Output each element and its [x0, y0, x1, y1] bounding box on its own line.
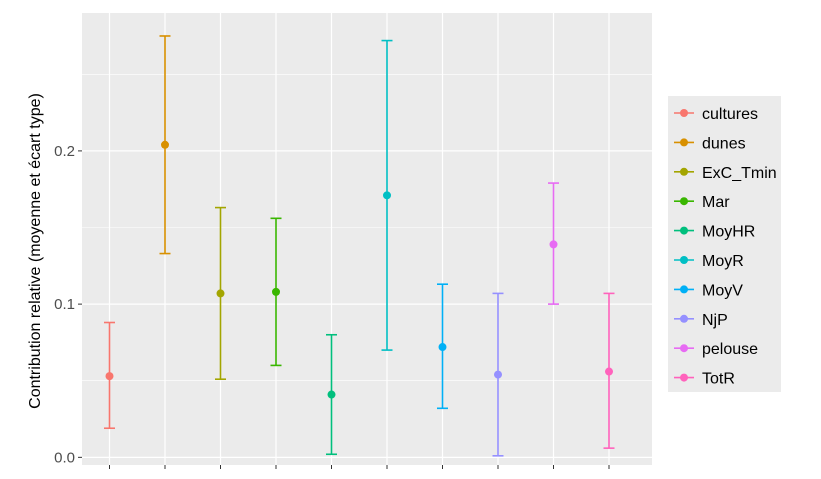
error-bar-MoyV	[437, 283, 448, 410]
legend-item-MoyV: MoyV	[674, 282, 743, 299]
legend-label: cultures	[702, 106, 758, 123]
legend-item-MoyR: MoyR	[674, 253, 744, 270]
error-bar-MoyHR	[326, 333, 337, 456]
legend-item-dunes: dunes	[674, 135, 746, 152]
legend-key-point	[680, 285, 688, 294]
legend-label: ExC_Tmin	[702, 165, 777, 182]
legend-key-point	[680, 167, 688, 176]
mean-point	[161, 140, 169, 149]
legend-label: NjP	[702, 312, 728, 329]
legend: cultures dunes ExC_Tmin Mar MoyHR MoyR MoyV NjP…	[668, 96, 781, 392]
error-bar-ExC_Tmin	[215, 206, 226, 380]
legend-label: MoyV	[702, 282, 743, 299]
legend-item-ExC_Tmin: ExC_Tmin	[674, 165, 777, 182]
mean-point	[494, 370, 502, 379]
error-bar-Mar	[270, 217, 282, 367]
y-axis-title: Contribution relative (moyenne et écart …	[27, 93, 44, 409]
mean-point	[383, 191, 391, 200]
legend-label: pelouse	[702, 341, 758, 358]
legend-label: TotR	[702, 371, 735, 388]
y-tick-label: 0.2	[54, 143, 75, 160]
y-axis: 0.0 0.1 0.2	[54, 143, 610, 469]
error-bars	[104, 35, 615, 457]
legend-key-point	[680, 109, 688, 117]
legend-item-cultures: cultures	[674, 106, 758, 123]
plot-panel	[82, 13, 652, 465]
legend-label: MoyR	[702, 253, 744, 270]
legend-key-point	[680, 197, 688, 206]
legend-key-point	[680, 373, 688, 382]
error-bar-MoyR	[381, 39, 393, 351]
legend-label: MoyHR	[702, 224, 755, 241]
legend-label: dunes	[702, 135, 746, 152]
legend-background	[668, 96, 781, 392]
legend-item-pelouse: pelouse	[674, 341, 758, 358]
mean-point	[549, 240, 558, 249]
mean-point	[272, 287, 280, 296]
legend-item-NjP: NjP	[674, 312, 728, 329]
legend-item-MoyHR: MoyHR	[674, 224, 755, 241]
legend-item-TotR: TotR	[674, 371, 735, 388]
mean-point	[216, 289, 225, 298]
error-bar-dunes	[159, 35, 171, 255]
legend-item-Mar: Mar	[674, 194, 730, 211]
legend-key-point	[680, 138, 688, 147]
mean-point	[605, 367, 613, 376]
mean-point	[438, 343, 447, 352]
legend-key-point	[680, 226, 688, 235]
error-bar-pelouse	[548, 182, 559, 305]
error-bar-NjP	[492, 292, 504, 457]
y-tick-label: 0.1	[54, 296, 75, 313]
y-tick-label: 0.0	[54, 449, 75, 466]
mean-point	[327, 390, 336, 399]
error-bar-cultures	[104, 321, 115, 430]
legend-key-point	[680, 314, 688, 323]
mean-point	[105, 372, 114, 381]
legend-key-point	[680, 344, 688, 353]
error-bar-TotR	[603, 292, 615, 449]
legend-label: Mar	[702, 194, 730, 211]
legend-key-point	[680, 256, 688, 264]
